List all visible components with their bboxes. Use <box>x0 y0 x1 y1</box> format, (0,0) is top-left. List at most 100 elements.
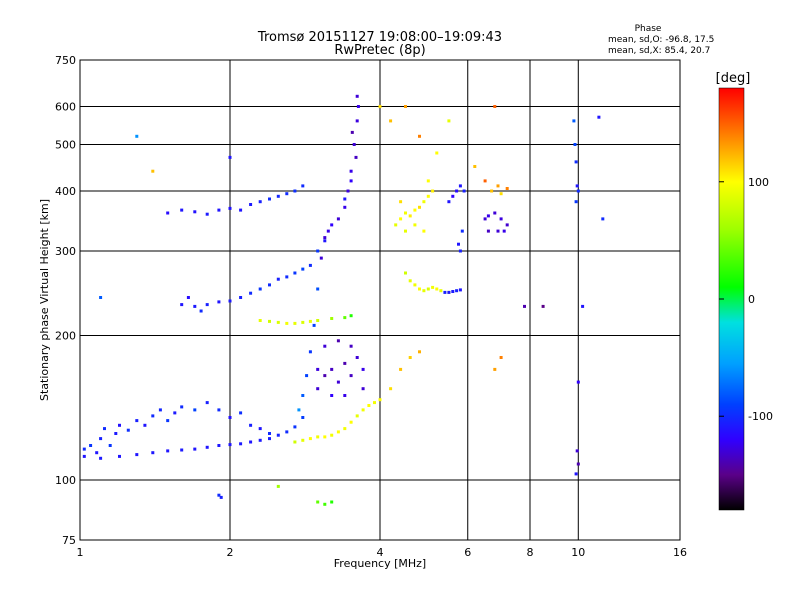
data-point <box>258 427 262 431</box>
data-point <box>217 300 221 304</box>
data-point <box>462 189 466 193</box>
data-point <box>330 394 334 397</box>
data-point <box>413 208 417 212</box>
data-point <box>394 223 398 227</box>
data-point <box>399 217 403 221</box>
data-point <box>404 229 407 233</box>
data-point <box>422 200 426 204</box>
data-point <box>199 309 203 313</box>
data-point <box>378 398 382 402</box>
data-point <box>493 367 497 371</box>
data-point <box>523 304 526 308</box>
data-point <box>418 134 421 138</box>
data-point <box>451 194 455 198</box>
data-point <box>217 408 221 412</box>
data-point <box>389 387 393 391</box>
colorbar-ticks: 100 0 -100 <box>719 176 773 423</box>
colorbar-tick-label: -100 <box>748 410 773 423</box>
data-point <box>343 394 347 397</box>
x-axis-label: Frequency [MHz] <box>334 557 426 570</box>
data-point <box>319 256 323 260</box>
data-point <box>193 210 197 214</box>
data-point <box>103 427 106 431</box>
data-point <box>349 169 353 173</box>
data-point <box>276 484 280 488</box>
data-point <box>228 155 232 159</box>
data-point <box>268 432 271 435</box>
data-point <box>308 263 312 267</box>
chart-subtitle: RwPretec (8p) <box>334 43 425 58</box>
colorbar-tick-label: 100 <box>748 176 769 189</box>
data-point <box>323 236 327 240</box>
data-point <box>431 189 435 193</box>
data-point <box>355 356 359 359</box>
data-point <box>82 447 86 451</box>
data-point <box>293 440 297 444</box>
data-point <box>367 404 371 407</box>
x-tick-label: 6 <box>464 546 471 559</box>
data-point <box>413 223 417 227</box>
data-point <box>336 217 340 221</box>
data-point <box>330 223 334 227</box>
data-point <box>108 444 112 447</box>
data-point <box>408 279 412 283</box>
data-point <box>323 239 327 243</box>
data-point <box>473 165 477 168</box>
data-point <box>354 155 358 159</box>
data-point <box>205 445 209 449</box>
data-point <box>316 435 320 439</box>
data-point <box>135 453 139 457</box>
data-point <box>249 291 253 295</box>
data-point <box>268 437 271 441</box>
data-point <box>418 287 421 291</box>
data-point <box>355 414 359 418</box>
data-point <box>418 350 421 354</box>
y-tick-label: 100 <box>55 474 76 487</box>
data-point <box>301 416 305 419</box>
data-point <box>352 143 356 146</box>
data-point <box>326 229 330 233</box>
data-point <box>343 361 347 365</box>
data-point <box>193 447 197 451</box>
data-point <box>575 449 579 453</box>
data-point <box>576 462 580 466</box>
data-point <box>378 105 382 108</box>
data-point <box>346 189 350 193</box>
colorbar-tick-label: 0 <box>748 293 755 306</box>
data-point <box>323 374 327 378</box>
x-tick-label: 8 <box>527 546 534 559</box>
data-point <box>355 94 359 98</box>
data-point <box>541 304 545 308</box>
data-point <box>99 456 103 460</box>
y-tick-label: 75 <box>62 534 76 547</box>
data-point <box>276 433 280 437</box>
data-point <box>316 367 320 371</box>
chart-title: Tromsø 20151127 19:08:00–19:09:43 <box>257 30 502 45</box>
y-tick-label: 500 <box>55 139 76 152</box>
data-point <box>205 303 209 307</box>
data-point <box>258 438 262 442</box>
y-tick-label: 750 <box>55 54 76 67</box>
data-point <box>276 194 280 198</box>
data-point <box>99 296 103 299</box>
data-point <box>308 350 312 354</box>
data-point <box>349 374 353 378</box>
data-point <box>458 184 462 188</box>
data-point <box>330 500 334 504</box>
data-point <box>505 223 509 227</box>
data-point <box>499 217 503 221</box>
data-point <box>490 189 494 193</box>
data-point <box>343 197 347 201</box>
data-point <box>330 317 334 320</box>
data-point <box>455 189 459 193</box>
data-point <box>355 119 359 123</box>
data-point <box>457 242 460 246</box>
data-point <box>447 290 451 294</box>
data-point <box>574 472 578 476</box>
data-point <box>361 408 365 412</box>
data-point <box>439 289 443 293</box>
data-point <box>597 115 601 119</box>
data-point <box>496 184 500 188</box>
data-point <box>399 367 403 371</box>
